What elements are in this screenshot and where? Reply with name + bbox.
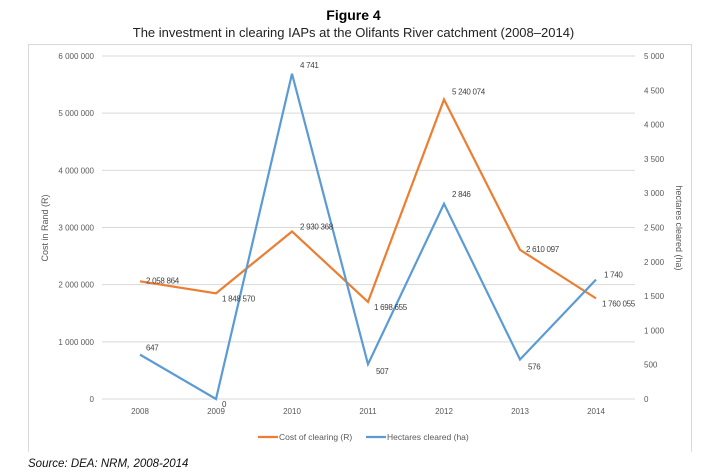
hectares-data-label: 507: [376, 367, 389, 376]
cost-data-label: 5 240 074: [452, 87, 486, 96]
right-tick-label: 3 000: [644, 189, 665, 198]
figure-number: Figure 4: [326, 7, 381, 23]
x-tick-label: 2009: [207, 407, 225, 416]
hectares-data-label: 0: [222, 400, 227, 409]
hectares-data-label: 1 740: [604, 271, 623, 280]
cost-data-label: 1 760 055: [602, 299, 636, 308]
left-tick-label: 6 000 000: [58, 52, 94, 61]
hectares-data-label: 647: [146, 344, 159, 353]
x-tick-label: 2008: [131, 407, 149, 416]
right-axis-ticks: 0 500 1 000 1 500 2 000 2 500 3 000 3 500 4 000 4…: [644, 52, 665, 404]
cost-data-label: 1 848 570: [222, 294, 256, 303]
cost-data-label: 2 058 864: [146, 276, 180, 285]
source-note: Source: DEA: NRM, 2008-2014: [28, 458, 189, 470]
left-tick-label: 0: [90, 395, 95, 404]
x-tick-label: 2012: [435, 407, 453, 416]
x-tick-label: 2011: [359, 407, 377, 416]
hectares-series-line: [139, 73, 597, 401]
right-tick-label: 2 000: [644, 258, 665, 267]
left-axis-title: Cost in Rand (R): [40, 194, 50, 261]
left-tick-label: 1 000 000: [58, 338, 94, 347]
left-tick-label: 3 000 000: [58, 224, 94, 233]
right-tick-label: 3 500: [644, 155, 665, 164]
x-tick-label: 2010: [283, 407, 301, 416]
left-axis-ticks: 0 1 000 000 2 000 000 3 000 000 4 000 000 5 0…: [58, 52, 94, 404]
cost-data-label: 2 930 368: [300, 222, 334, 231]
hectares-data-label: 576: [528, 362, 541, 371]
right-tick-label: 0: [644, 395, 649, 404]
hectares-data-label: 2 846: [452, 190, 471, 199]
legend: Cost of clearing (R) Hectares cleared (ha…: [258, 432, 469, 442]
cost-data-label: 2 610 097: [526, 245, 560, 254]
right-tick-label: 5 000: [644, 52, 665, 61]
chart-frame: [28, 44, 692, 452]
x-tick-label: 2013: [511, 407, 529, 416]
hectares-data-label: 4 741: [300, 61, 319, 70]
left-tick-label: 5 000 000: [58, 109, 94, 118]
gridlines: [102, 55, 635, 400]
right-axis-title: hectares cleared (ha): [674, 185, 684, 270]
data-labels: 2 058 864 1 848 570 2 930 368 1 698 655 5 24…: [146, 61, 636, 409]
cost-data-label: 1 698 655: [374, 303, 408, 312]
series-lines: [139, 73, 597, 401]
legend-hectares-label: Hectares cleared (ha): [387, 432, 469, 442]
chart-title: The investment in clearing IAPs at the O…: [132, 25, 575, 40]
right-tick-label: 4 500: [644, 86, 665, 95]
legend-cost-label: Cost of clearing (R): [279, 432, 352, 442]
left-tick-label: 4 000 000: [58, 166, 94, 175]
x-axis-ticks: 2008 2009 2010 2011 2012 2013 2014: [131, 407, 605, 416]
cost-series-line: [139, 96, 597, 304]
right-tick-label: 2 500: [644, 224, 665, 233]
left-tick-label: 2 000 000: [58, 281, 94, 290]
right-tick-label: 4 000: [644, 121, 665, 130]
x-tick-label: 2014: [587, 407, 605, 416]
right-tick-label: 1 500: [644, 292, 665, 301]
right-tick-label: 500: [644, 361, 658, 370]
right-tick-label: 1 000: [644, 326, 665, 335]
